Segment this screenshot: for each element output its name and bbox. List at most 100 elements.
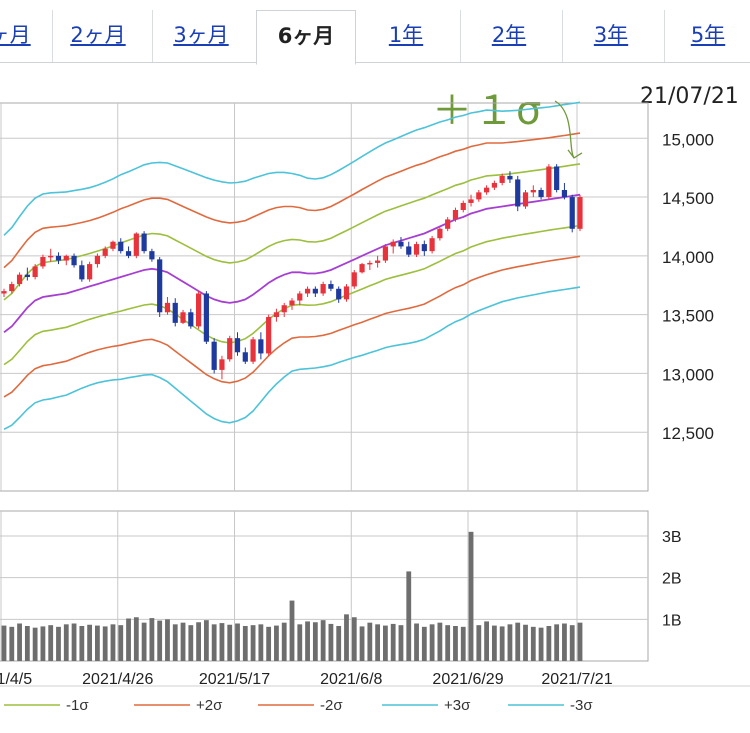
volume-bar <box>32 627 38 661</box>
volume-bar <box>79 626 85 661</box>
volume-bar <box>63 624 69 661</box>
tab-5-years[interactable]: 5年 <box>664 10 750 62</box>
volume-bar <box>320 620 326 661</box>
price-axis-labels: 15,000 14,500 14,000 13,500 13,000 12,500 <box>662 130 714 443</box>
volume-bar <box>359 626 365 661</box>
volume-bar <box>484 621 489 661</box>
candle-body <box>24 274 30 278</box>
candle-body <box>554 166 560 191</box>
price-tick-label: 14,000 <box>662 248 714 267</box>
plus-2-sigma-line <box>3 132 581 269</box>
candle-body <box>266 316 272 354</box>
candle-body <box>452 209 459 220</box>
volume-bar <box>1 625 7 661</box>
candle-body <box>164 302 171 313</box>
tab-2-months[interactable]: 2ヶ月 <box>52 10 143 62</box>
tab-2-years[interactable]: 2年 <box>460 10 557 62</box>
tab-1-month[interactable]: 1ヶ月 <box>0 23 31 47</box>
volume-bar <box>476 625 482 661</box>
x-tick-label: 2021/5/17 <box>199 671 270 688</box>
volume-bar <box>87 624 93 661</box>
tab-6-months[interactable]: 6ヶ月 <box>256 10 356 65</box>
candle-body <box>63 255 69 261</box>
candle-body <box>382 246 389 261</box>
arrow-line <box>554 100 575 159</box>
candle-body <box>180 312 186 323</box>
candle-body <box>16 274 23 285</box>
volume-bar <box>48 625 54 661</box>
candle-body <box>530 190 536 193</box>
volume-bar <box>406 571 412 661</box>
volume-bar <box>17 623 22 661</box>
candle-body <box>133 233 139 256</box>
candle-body <box>499 175 505 183</box>
volume-bar <box>219 623 225 661</box>
candle-body <box>79 265 85 280</box>
candle-body <box>312 288 318 294</box>
minus-1-sigma-line <box>3 224 581 366</box>
sigma-annotation: ＋１σ <box>432 88 544 134</box>
legend-label: -3σ <box>570 697 593 714</box>
volume-bar <box>211 624 217 661</box>
volume-bar <box>530 626 536 661</box>
volume-bar <box>577 622 583 661</box>
volume-bar <box>437 622 443 661</box>
x-tick-label: 2021/6/8 <box>320 671 382 688</box>
candle-body <box>445 219 451 229</box>
candle-body <box>289 300 295 306</box>
volume-bar <box>546 626 552 661</box>
volume-bar <box>453 626 458 661</box>
candle-body <box>48 255 54 258</box>
volume-bar <box>102 626 108 661</box>
volume-bar <box>468 531 474 661</box>
volume-bar <box>414 623 419 661</box>
candle-body <box>483 187 490 193</box>
arrow-head <box>567 149 583 159</box>
volume-bar <box>562 623 567 661</box>
candle-body <box>297 293 303 301</box>
tab-1-year[interactable]: 1年 <box>388 23 424 47</box>
price-panel-frame <box>0 102 649 492</box>
candle-body <box>234 338 241 353</box>
tab-3-years[interactable]: 3年 <box>562 10 659 62</box>
tab-3-months[interactable]: 3ヶ月 <box>152 10 249 62</box>
legend-label: -2σ <box>320 697 343 714</box>
candle-body <box>429 238 435 252</box>
candle-body <box>577 197 583 229</box>
x-tick-label: 2021/4/26 <box>82 671 153 688</box>
candle-body <box>118 241 124 252</box>
plus-3-sigma-line <box>3 101 581 236</box>
volume-bar <box>344 614 349 661</box>
volume-bar <box>274 625 279 661</box>
candle-body <box>390 241 396 247</box>
candle-body <box>538 190 544 198</box>
volume-bar <box>538 627 544 661</box>
volume-bar <box>40 626 46 661</box>
volume-bar <box>133 617 139 661</box>
volume-bar <box>227 624 233 661</box>
candle-body <box>172 302 178 323</box>
volume-bar <box>429 624 435 661</box>
candle-body <box>157 259 163 313</box>
volume-bar <box>351 617 357 661</box>
candle-body <box>406 246 412 255</box>
price-tick-label: 13,500 <box>662 307 714 326</box>
candle-body <box>9 284 15 292</box>
volume-bar <box>9 626 15 661</box>
volume-tick-label: 2B <box>662 571 682 588</box>
candle-body <box>250 339 256 362</box>
price-tick-label: 12,500 <box>662 424 714 443</box>
candle-body <box>546 166 552 198</box>
volume-bar <box>141 622 147 661</box>
volume-bar <box>383 625 388 661</box>
volume-bar <box>507 624 513 661</box>
legend-label: -1σ <box>66 697 89 714</box>
volume-axis-labels: 3B 2B 1B <box>662 529 682 629</box>
candle-body <box>398 241 404 247</box>
candle-body <box>367 262 373 265</box>
volume-bar <box>281 622 287 661</box>
x-axis-labels: 2021/4/5 2021/4/26 2021/5/17 2021/6/8 2021/6… <box>0 671 613 688</box>
volume-bar <box>235 623 240 661</box>
candle-body <box>141 233 147 252</box>
volume-bar <box>569 625 575 661</box>
